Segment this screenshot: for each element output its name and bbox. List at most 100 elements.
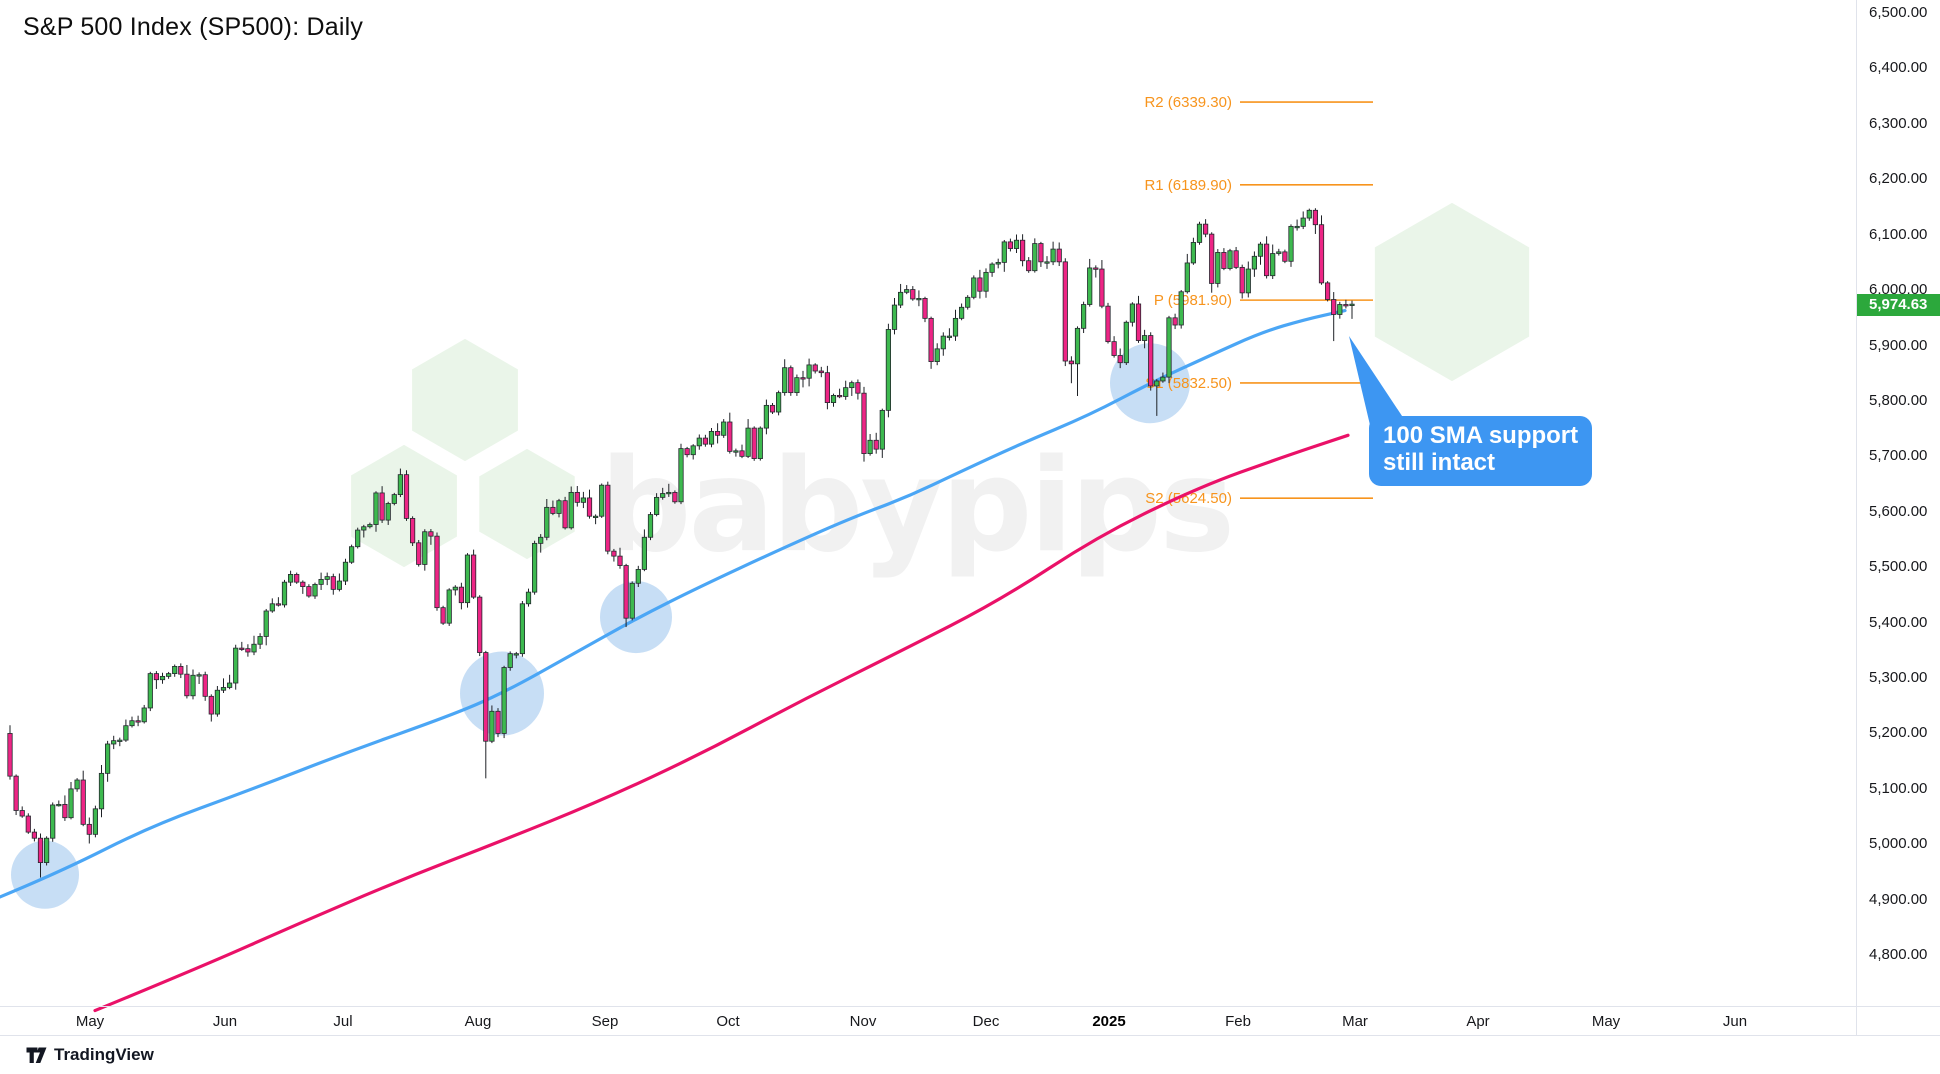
candle-down	[739, 450, 745, 457]
y-axis-label: 5,200.00	[1869, 724, 1928, 742]
candle-up	[172, 666, 178, 675]
x-axis-label: Aug	[464, 1013, 492, 1030]
candle-up	[867, 439, 873, 454]
candle-up	[1087, 267, 1093, 305]
candle-down	[751, 427, 757, 459]
candle-down	[873, 439, 879, 450]
candle-up	[538, 536, 544, 544]
candle-up	[1044, 261, 1050, 264]
candle-up	[1257, 243, 1264, 257]
tradingview-logo-icon	[26, 1047, 47, 1063]
candle-down	[1135, 303, 1142, 341]
candle-up	[1294, 225, 1300, 229]
candle-up	[1074, 327, 1081, 365]
candle-up	[599, 484, 605, 517]
candle-up	[1001, 241, 1007, 263]
candle-up	[324, 576, 330, 580]
candle-down	[837, 394, 843, 398]
sma-touch-highlights	[11, 343, 1190, 909]
x-axis-label: Oct	[716, 1013, 740, 1030]
candle-up	[647, 514, 654, 538]
babypips-hexagons	[346, 197, 1535, 573]
price-axis[interactable]: 6,500.00 6,400.00 6,300.00 6,200.00 6,100.00…	[1857, 0, 1940, 1006]
candle-up	[165, 673, 172, 677]
y-axis-label: 4,800.00	[1869, 946, 1928, 964]
candle-up	[532, 542, 538, 593]
x-axis-label: Apr	[1466, 1013, 1490, 1030]
time-axis[interactable]: May Jun Jul Aug Sep Oct Nov Dec 2025 Feb Mar Apr May…	[0, 1007, 1940, 1035]
candle-up	[641, 536, 648, 570]
candle-up	[690, 445, 696, 456]
candle-up	[721, 421, 727, 436]
candle-up	[519, 603, 526, 655]
y-axis-label: 5,100.00	[1869, 779, 1928, 797]
candle-up	[44, 837, 50, 863]
x-axis-label: Feb	[1225, 1013, 1251, 1030]
y-axis-label: 5,600.00	[1869, 502, 1928, 520]
candle-down	[1056, 248, 1062, 263]
candle-down	[818, 370, 824, 374]
candle-up	[196, 674, 202, 677]
candle-down	[25, 815, 31, 833]
candle-up	[1160, 376, 1166, 382]
candle-down	[1239, 266, 1245, 294]
candle-down	[495, 710, 501, 734]
candle-down	[824, 372, 831, 404]
candle-down	[135, 720, 141, 723]
candle-up	[98, 772, 105, 810]
candle-down	[275, 603, 282, 606]
x-axis-label: Mar	[1342, 1013, 1368, 1030]
candle-up	[251, 643, 257, 653]
candle-down	[977, 277, 983, 292]
candle-up	[916, 298, 922, 301]
pivot-levels: R2 (6339.30) R1 (6189.90) P (5981.90) S1 (5…	[1144, 94, 1373, 507]
candle-up	[1142, 335, 1148, 341]
candle-down	[910, 289, 916, 300]
candle-down	[562, 500, 568, 529]
candle-up	[660, 493, 666, 498]
candle-down	[928, 317, 934, 362]
candle-up	[1215, 252, 1221, 284]
candle-up	[190, 674, 196, 697]
candle-up	[507, 653, 513, 668]
footer-brand[interactable]: TradingView	[26, 1045, 154, 1065]
candle-down	[1062, 261, 1068, 362]
candle-up	[678, 448, 684, 503]
y-axis-label: 6,200.00	[1869, 170, 1928, 188]
candle-up	[367, 524, 373, 528]
candle-down	[550, 506, 556, 514]
candle-up	[885, 329, 892, 411]
candle-up	[123, 725, 129, 741]
candle-up	[342, 561, 349, 582]
x-axis-label: 2025	[1092, 1013, 1126, 1030]
candle-up	[397, 474, 404, 495]
candle-down	[300, 581, 306, 587]
candle-up	[946, 335, 953, 338]
tradingview-brand-label: TradingView	[54, 1045, 154, 1064]
candle-up	[1050, 248, 1056, 263]
y-axis-label: 4,900.00	[1869, 890, 1928, 908]
y-axis-label: 5,400.00	[1869, 613, 1928, 631]
x-axis-label: Jun	[212, 1013, 238, 1030]
x-axis-label: Sep	[591, 1013, 619, 1030]
candle-down	[416, 542, 422, 565]
y-axis-label: 5,000.00	[1869, 835, 1928, 853]
candle-down	[19, 810, 25, 817]
y-axis-label: 6,300.00	[1869, 114, 1928, 132]
candle-up	[696, 437, 702, 447]
callout-100sma: 100 SMA support still intact	[1369, 416, 1593, 486]
candle-up	[257, 636, 263, 645]
candle-up	[806, 364, 812, 379]
candle-up	[763, 404, 770, 429]
pivot-label-p: P (5981.90)	[1154, 292, 1232, 309]
candle-down	[715, 431, 721, 436]
candle-down	[409, 518, 416, 544]
candle-up	[708, 431, 715, 445]
candle-down	[1221, 252, 1227, 269]
candle-down	[477, 596, 483, 653]
candle-up	[525, 591, 532, 605]
candle-up	[117, 739, 123, 742]
candle-up	[336, 580, 343, 590]
candle-up	[422, 531, 428, 565]
